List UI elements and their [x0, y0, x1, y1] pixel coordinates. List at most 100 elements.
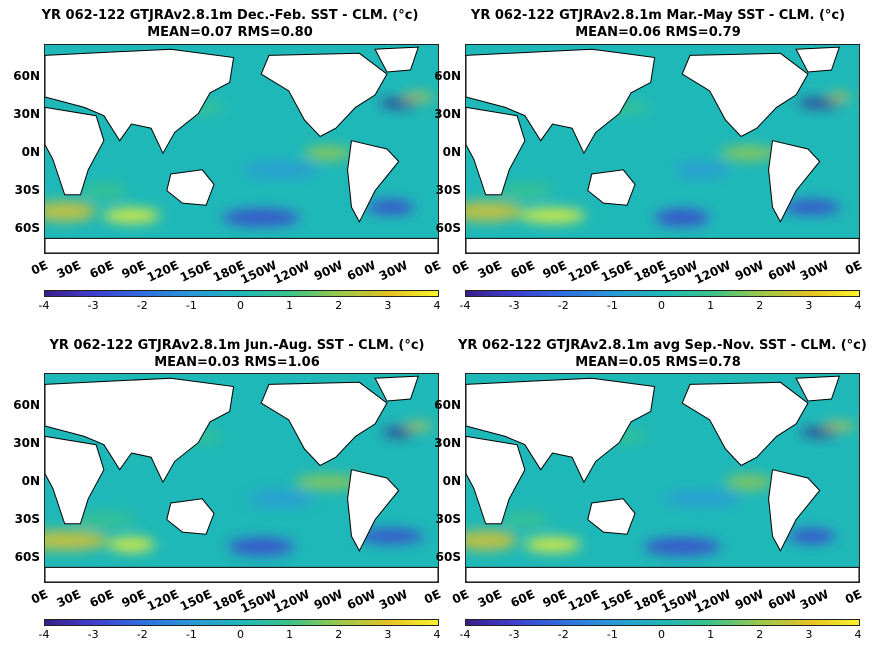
- chart-title: YR 062-122 GTJRAv2.8.1m Jun.-Aug. SST - …: [37, 337, 437, 371]
- x-tick-label: 0E: [843, 587, 864, 607]
- anomaly-patch: [654, 208, 710, 227]
- anomaly-patch: [827, 93, 852, 101]
- colorbar-tick-label: 0: [237, 628, 244, 641]
- subtitle-line: MEAN=0.06 RMS=0.79: [575, 25, 741, 40]
- landmass: [466, 48, 656, 155]
- y-tick-label: 0N: [21, 145, 40, 159]
- landmass: [768, 469, 821, 552]
- colorbar-tick-label: -1: [606, 628, 618, 641]
- colorbar-tick-label: -4: [38, 628, 50, 641]
- anomaly-patch: [783, 199, 841, 215]
- colorbar-tick-label: 4: [433, 628, 441, 641]
- anomaly-patch: [45, 201, 97, 222]
- colorbar-tick-label: 0: [237, 299, 244, 312]
- colorbar-tick-label: -3: [508, 299, 520, 312]
- landmass: [768, 140, 821, 223]
- landmass: [45, 48, 235, 155]
- colorbar-tick-label: 2: [756, 628, 764, 641]
- sst-anomaly-map: [44, 373, 439, 583]
- colorbar-tick-label: -3: [508, 628, 520, 641]
- y-tick-label: 30S: [14, 183, 40, 197]
- anomaly-patch: [788, 528, 836, 544]
- anomaly-patch: [103, 208, 160, 224]
- anomaly-patch: [70, 512, 137, 528]
- title-line: YR 062-122 GTJRAv2.8.1m Jun.-Aug. SST - …: [49, 338, 425, 353]
- anomaly-field: [45, 409, 433, 556]
- landmass: [166, 498, 215, 535]
- anomaly-patch: [357, 528, 424, 544]
- colorbar-tick-label: -2: [557, 299, 569, 312]
- title-line: YR 062-122 GTJRAv2.8.1m Mar.-May SST - C…: [470, 8, 846, 23]
- chart-title: YR 062-122 GTJRAv2.8.1m Mar.-May SST - C…: [458, 7, 858, 41]
- anomaly-patch: [222, 208, 300, 227]
- landmass: [466, 566, 859, 582]
- landmass: [260, 52, 388, 138]
- sst-anomaly-map: [44, 44, 439, 254]
- landmass: [466, 435, 526, 525]
- landmass: [45, 377, 235, 484]
- y-tick-label: 60S: [435, 221, 461, 235]
- anomaly-patch: [674, 161, 730, 179]
- landmass: [466, 237, 859, 253]
- anomaly-patch: [304, 145, 352, 161]
- title-line: YR 062-122 GTJRAv2.8.1m Dec.-Feb. SST - …: [41, 8, 419, 23]
- colorbar-tick-label: 3: [805, 299, 813, 312]
- colorbar-tick-label: -2: [557, 628, 569, 641]
- anomaly-patch: [401, 93, 435, 101]
- y-tick-label: 0N: [442, 145, 461, 159]
- colorbar-tick-label: -3: [87, 299, 99, 312]
- y-tick-label: 30S: [14, 512, 40, 526]
- colorbar-tick-label: 4: [854, 299, 862, 312]
- y-tick-label: 30S: [435, 512, 461, 526]
- y-tick-label: 60N: [13, 398, 40, 412]
- anomaly-patch: [519, 208, 586, 224]
- landmass: [795, 375, 841, 402]
- colorbar-tick-label: -2: [136, 299, 148, 312]
- landmass: [347, 140, 400, 223]
- y-tick-label: 30N: [13, 436, 40, 450]
- anomaly-patch: [80, 183, 128, 199]
- anomaly-patch: [382, 427, 415, 438]
- landmass: [795, 46, 841, 73]
- colorbar-tick-label: -3: [87, 628, 99, 641]
- colorbar-tick-label: 2: [335, 628, 343, 641]
- anomaly-patch: [45, 530, 109, 551]
- anomaly-patch: [663, 490, 741, 508]
- landmass: [45, 435, 105, 525]
- y-tick-label: 60N: [13, 69, 40, 83]
- anomaly-patch: [404, 422, 433, 430]
- anomaly-patch: [800, 427, 839, 438]
- landmass: [45, 566, 438, 582]
- colorbar: [44, 290, 439, 297]
- colorbar-tick-label: -1: [606, 299, 618, 312]
- y-tick-label: 60S: [435, 550, 461, 564]
- x-tick-label: 0E: [843, 258, 864, 278]
- colorbar-tick-label: 2: [756, 299, 764, 312]
- colorbar-tick-label: -1: [185, 299, 197, 312]
- colorbar-tick-label: 1: [707, 299, 715, 312]
- y-tick-label: 30N: [13, 107, 40, 121]
- anomaly-patch: [228, 537, 295, 556]
- anomaly-patch: [466, 201, 524, 222]
- colorbar: [44, 619, 439, 626]
- landmass: [374, 375, 420, 402]
- y-tick-label: 30S: [435, 183, 461, 197]
- colorbar-tick-label: -4: [459, 299, 471, 312]
- anomaly-patch: [466, 530, 518, 551]
- anomaly-patch: [725, 474, 773, 490]
- anomaly-patch: [107, 537, 156, 553]
- anomaly-patch: [379, 98, 418, 109]
- y-tick-label: 0N: [442, 474, 461, 488]
- colorbar-tick-label: 3: [384, 299, 392, 312]
- anomaly-patch: [496, 183, 554, 199]
- chart-title: YR 062-122 GTJRAv2.8.1m Dec.-Feb. SST - …: [30, 7, 430, 41]
- subtitle-line: MEAN=0.05 RMS=0.78: [575, 355, 741, 370]
- colorbar-tick-label: 1: [286, 628, 294, 641]
- y-tick-label: 60N: [434, 398, 461, 412]
- y-tick-label: 30N: [434, 107, 461, 121]
- anomaly-patch: [822, 422, 856, 430]
- subtitle-line: MEAN=0.07 RMS=0.80: [147, 25, 313, 40]
- landmass: [260, 381, 388, 467]
- colorbar: [465, 290, 860, 297]
- y-tick-label: 0N: [21, 474, 40, 488]
